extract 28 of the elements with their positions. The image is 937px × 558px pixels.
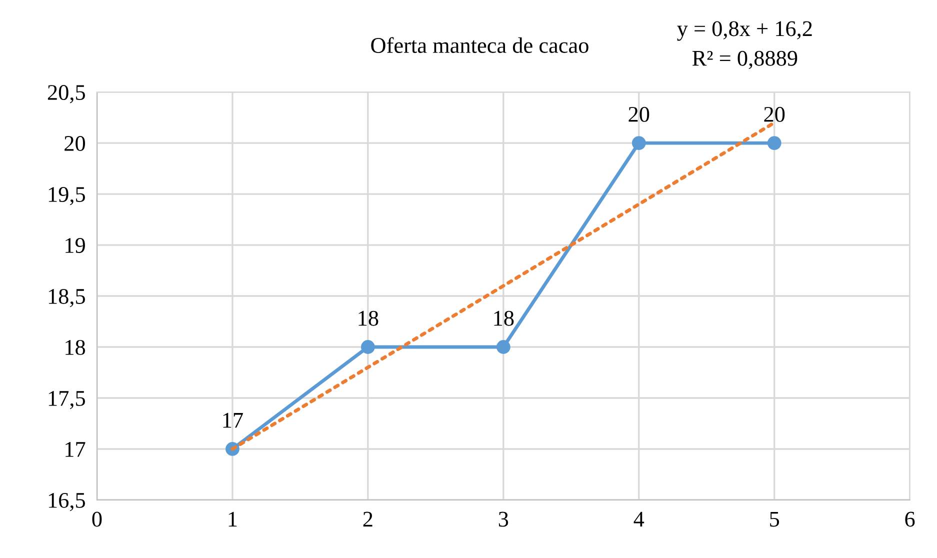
y-tick-label: 16,5 [48, 492, 85, 512]
y-tick-label: 20,5 [48, 85, 85, 104]
x-tick-label: 6 [905, 512, 915, 527]
point [767, 136, 782, 150]
data-label: 17 [223, 412, 243, 428]
y-tick-label: 19 [66, 238, 85, 253]
y-tick-label: 20 [64, 136, 86, 151]
x-tick-label: 3 [498, 512, 508, 527]
text: R² = 0,8889 [692, 50, 798, 70]
y-tick-label: 17,5 [48, 391, 85, 410]
x-tick-label: 1 [228, 512, 237, 526]
point [496, 340, 510, 354]
data-label: 20 [764, 106, 785, 122]
point [360, 340, 375, 354]
y-tick-label: 18 [66, 340, 86, 355]
y-tick-label: 18,5 [48, 288, 85, 308]
x-tick-label: 2 [363, 512, 372, 526]
text: y = 0,8x + 16,2 [677, 21, 812, 41]
data-label: 20 [628, 106, 650, 122]
x-tick-label: 0 [92, 512, 102, 527]
chart-title: Oferta manteca de cacao [371, 37, 588, 53]
x-tick-label: 4 [634, 512, 644, 526]
data-label: 18 [494, 310, 514, 326]
x-tick-label: 5 [770, 512, 780, 527]
data-label: 18 [358, 310, 378, 326]
y-tick-label: 19,5 [48, 187, 85, 206]
y-tick-label: 17 [66, 442, 86, 457]
point [632, 136, 646, 150]
